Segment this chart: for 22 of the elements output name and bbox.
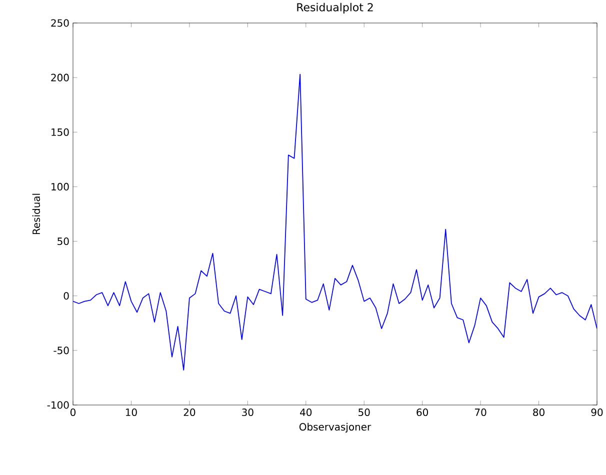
y-tick-label: 0 [64,292,69,300]
x-tick-label: 10 [126,408,137,416]
line-series [73,74,597,371]
x-tick-label: 40 [300,408,312,416]
x-tick-label: 50 [358,408,370,416]
y-tick-label: -100 [47,401,69,409]
x-tick-label: 30 [242,408,254,416]
x-tick-label: 20 [184,408,196,416]
y-tick-label: 50 [58,238,69,246]
x-tick-label: 70 [475,408,486,416]
y-tick-label: 150 [52,128,69,136]
x-tick-label: 0 [70,408,76,416]
chart-title: Residualplot 2 [297,2,373,14]
y-tick-label: 100 [52,182,69,190]
y-axis-title: Residual [32,194,40,234]
x-tick-label: 90 [591,408,603,416]
x-axis-title: Observasjoner [299,422,372,433]
x-tick-label: 60 [416,408,428,416]
y-tick-label: 250 [51,19,69,27]
y-tick-label: -50 [54,346,69,354]
x-tick-label: 80 [533,408,544,416]
y-tick-label: 200 [51,74,69,82]
